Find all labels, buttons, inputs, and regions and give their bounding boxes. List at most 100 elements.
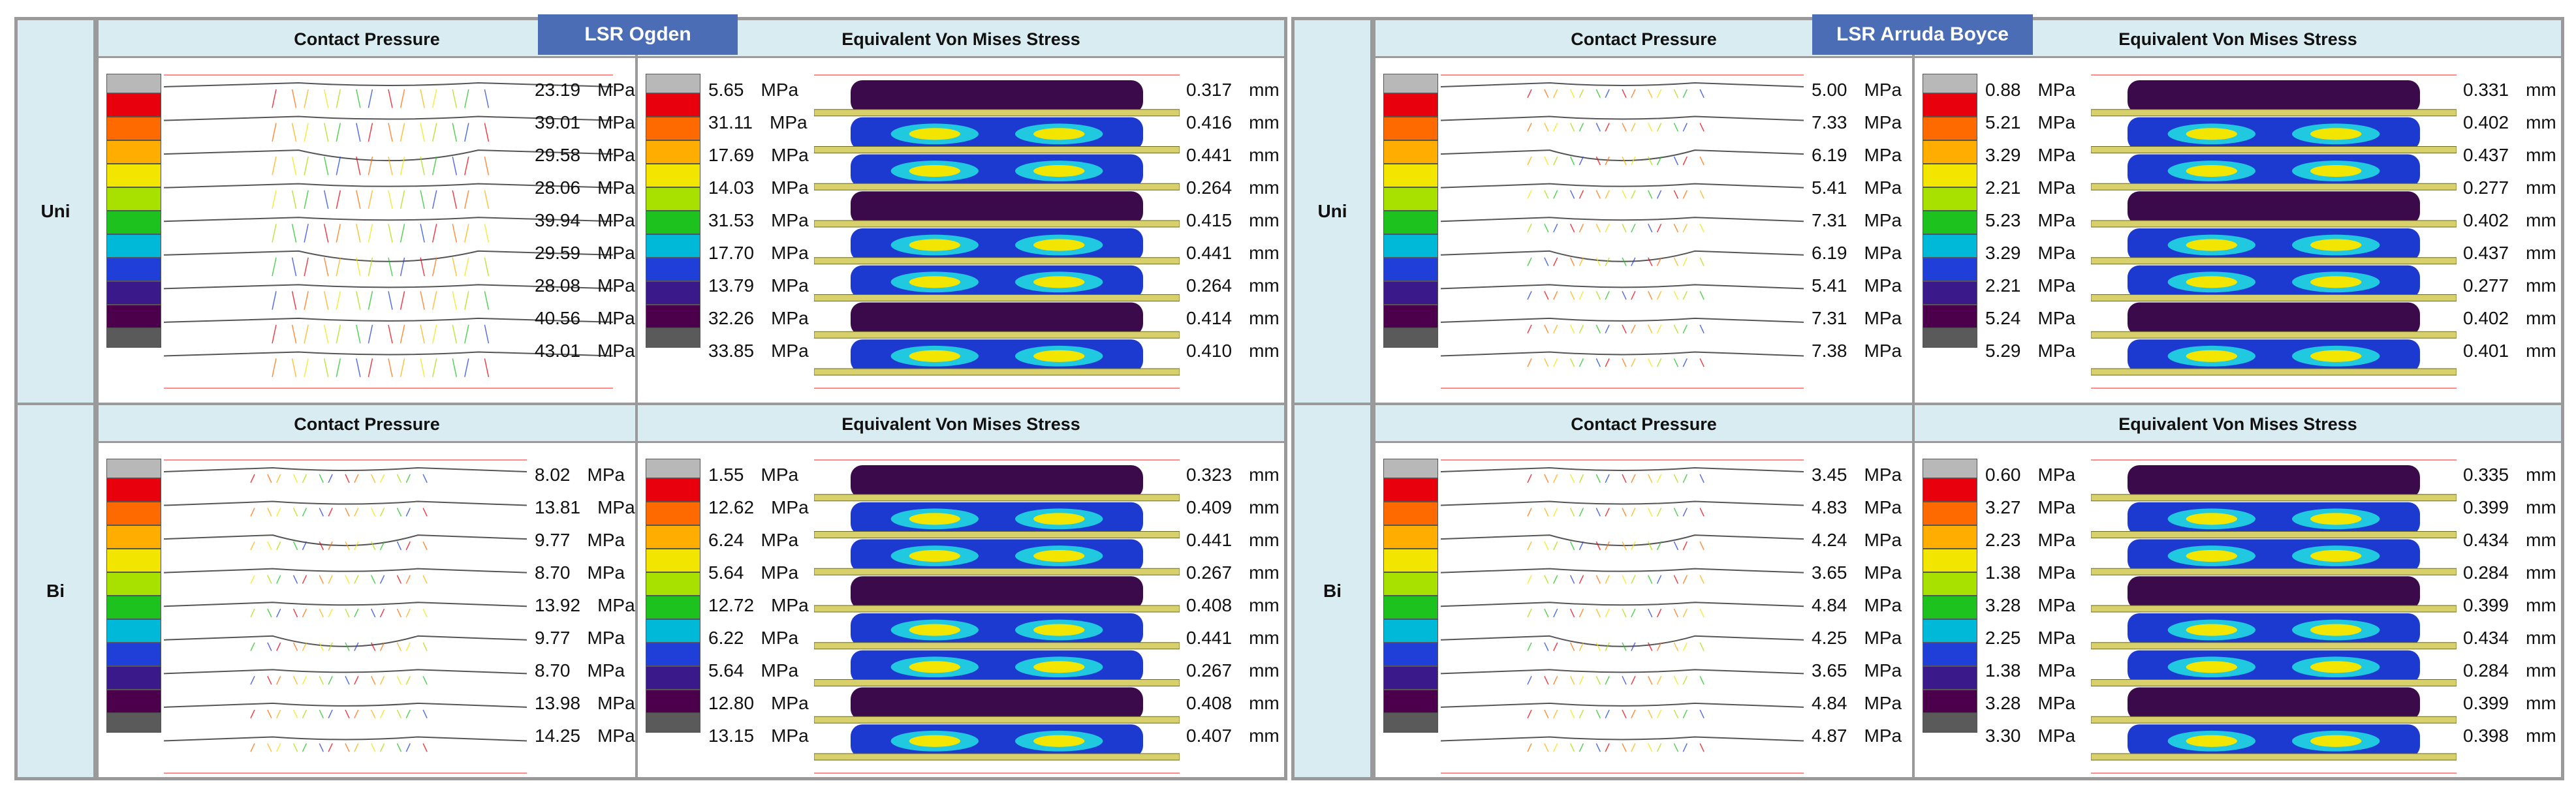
pressure-vector [432,291,437,310]
pressure-vector [1673,358,1679,367]
value-number: 12.72 [708,595,755,615]
pressure-vector [356,257,361,277]
pressure-vector [1569,508,1575,517]
pressure-vector [1682,508,1688,517]
legend-swatch [646,619,700,643]
legend-swatch [106,643,161,666]
value-number: 0.398 [2463,726,2509,746]
pressure-vector [1569,358,1575,367]
displacement-value: 0.416 mm [1186,106,1280,139]
legend-swatch [1383,234,1438,258]
value-unit: MPa [597,726,635,746]
pressure-vector [1699,89,1704,99]
pressure-vector [452,291,458,310]
pressure-vector [291,291,297,310]
pressure-vector [400,324,405,344]
pressure-vector [464,190,469,209]
pressure-vector [379,743,385,752]
pressure-vector [1631,709,1636,718]
pressure-vector [319,575,324,584]
pressure-vector [1699,358,1704,367]
pressure-vector [1595,223,1601,233]
displacement-value: 0.434 mm [2463,622,2556,654]
value-unit: mm [1249,145,1280,165]
pressure-vector [304,156,309,176]
pressure-vector [323,324,329,344]
pressure-vector [396,743,402,752]
pressure-value: 8.02 MPa [535,459,635,491]
pressure-vector [1631,575,1636,584]
pressure-vector [1648,123,1653,132]
pressure-vector [371,575,376,584]
pressure-vector [356,358,361,377]
pressure-vector [400,123,405,142]
pressure-value: 8.70 MPa [535,654,635,687]
pressure-vector [1699,474,1704,483]
pressure-vector [1648,474,1653,483]
pressure-vector [388,224,393,243]
legend-swatch [1923,93,1977,117]
pressure-vector [1648,291,1653,300]
value-number: 43.01 [535,341,581,361]
seal-layer-outline [1441,635,1804,647]
value-unit: MPa [2037,628,2076,648]
pressure-vector [304,324,309,344]
pressure-vector [1673,291,1679,300]
seal-layer-outline [1441,115,1804,121]
stress-value: 32.26 MPa [708,302,809,335]
value-unit: MPa [587,562,625,583]
pressure-vector [1648,676,1653,685]
seal-layer-outline [164,351,613,357]
pressure-vector [1682,608,1688,618]
legend-swatch [1923,502,1977,525]
legend-swatch [646,549,700,572]
pressure-vector [1605,190,1610,199]
stress-value: 2.21 MPa [1985,172,2075,204]
legend-swatch [646,459,700,478]
value-number: 4.84 [1812,595,1847,615]
value-unit: mm [2526,112,2556,132]
pressure-vector [1553,324,1558,333]
value-unit: MPa [2037,210,2076,230]
displacement-value: 0.264 mm [1186,172,1280,204]
pressure-vector [1656,123,1662,132]
pressure-vector [302,709,307,718]
value-unit: mm [2526,243,2556,263]
pressure-vector [291,123,297,142]
stress-value: 5.23 MPa [1985,204,2075,237]
panel-title: Contact Pressure [99,405,635,443]
pressure-value: 13.81 MPa [535,491,635,524]
pressure-vector [379,474,385,483]
pressure-vector [291,257,297,277]
pressure-vector [1673,89,1679,99]
pressure-vector [354,743,359,752]
pressure-vector [379,575,385,584]
pressure-vector [1656,743,1662,752]
pressure-vector [1544,223,1549,233]
pressure-vector [345,575,350,584]
displacement-value: 0.331 mm [2463,74,2556,106]
pressure-vector [336,324,341,344]
shim-plate [814,183,1180,191]
pressure-vector [396,709,402,718]
legend-swatch [1383,666,1438,690]
pressure-vector [1656,358,1662,367]
seal-layer-outline [164,250,613,262]
pressure-vector [1673,223,1679,233]
pressure-vector [484,156,490,176]
legend-swatch [1923,478,1977,502]
value-number: 13.79 [708,275,755,296]
pressure-vector [432,324,437,344]
pressure-vector [405,508,411,517]
pressure-vector [1682,190,1688,199]
value-number: 6.24 [708,530,744,550]
stress-value: 12.72 MPa [708,589,809,622]
value-unit: MPa [587,628,625,648]
value-number: 8.70 [535,562,571,583]
pressure-vector [356,123,361,142]
seal-layer-outline [1441,568,1804,574]
pressure-vector [1648,743,1653,752]
legend-swatch [1923,164,1977,187]
pressure-vector [1553,291,1558,300]
legend-swatch [1383,525,1438,549]
